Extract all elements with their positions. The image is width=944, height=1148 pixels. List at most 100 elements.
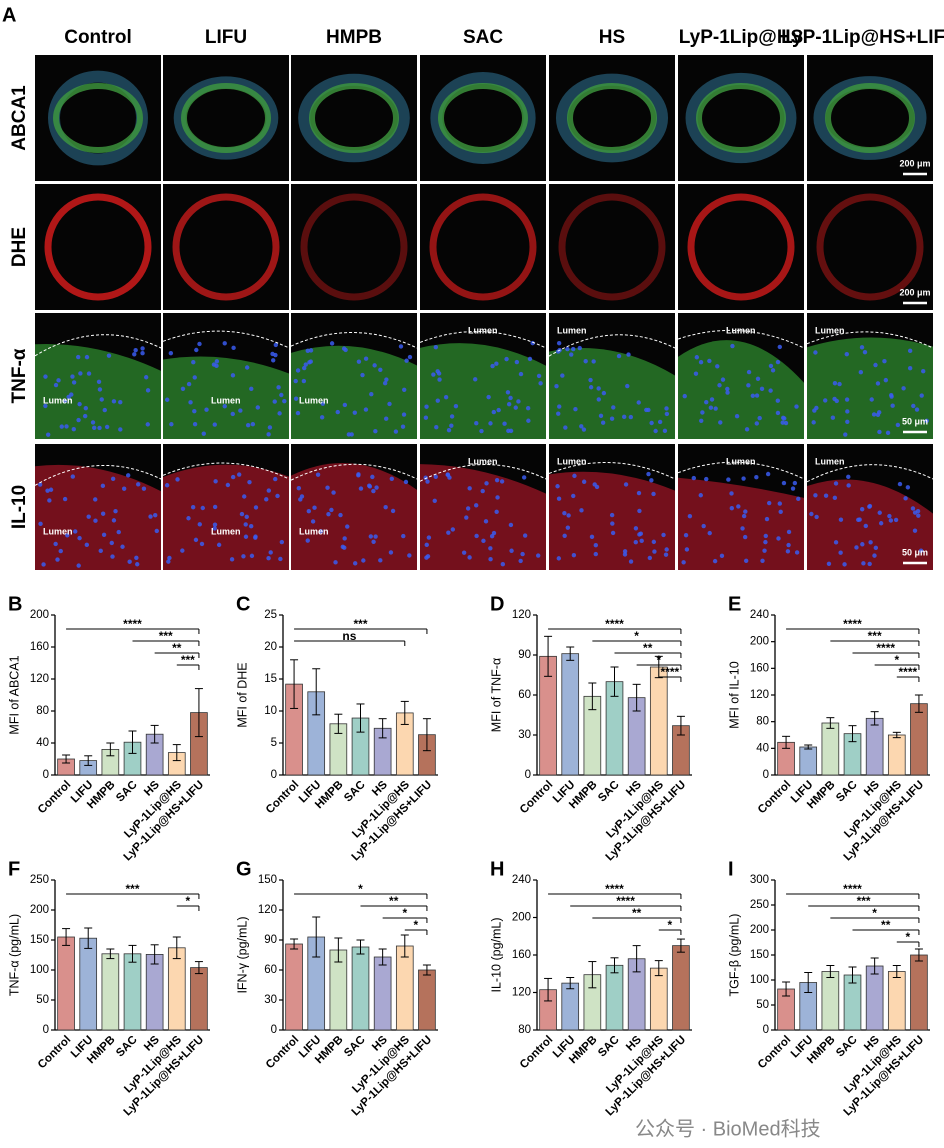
nucleus xyxy=(636,490,642,496)
tissue xyxy=(172,193,280,301)
nucleus xyxy=(71,427,76,432)
error-bar xyxy=(676,715,685,736)
lumen-label: Lumen xyxy=(557,456,587,466)
bar xyxy=(373,956,392,1031)
nucleus xyxy=(593,551,598,557)
nucleus xyxy=(100,511,106,516)
nucleus xyxy=(43,374,48,379)
lumen-label: Lumen xyxy=(815,325,845,335)
nucleus xyxy=(446,530,451,535)
error-bar xyxy=(610,666,619,697)
micrograph xyxy=(35,184,161,310)
significance-bracket: * xyxy=(830,906,920,923)
nucleus xyxy=(402,387,407,393)
panel-label: A xyxy=(2,4,16,26)
significance-bracket: **** xyxy=(896,665,920,682)
nucleus xyxy=(746,383,751,388)
nucleus xyxy=(754,421,760,426)
y-tick-label: 0 xyxy=(43,769,49,781)
nucleus xyxy=(166,559,171,564)
nucleus xyxy=(570,346,576,352)
nucleus xyxy=(814,514,819,520)
nucleus xyxy=(110,476,116,482)
nucleus xyxy=(760,558,765,563)
nucleus xyxy=(295,368,301,373)
nucleus xyxy=(211,362,217,367)
nucleus xyxy=(768,363,774,369)
nucleus xyxy=(390,508,396,514)
nucleus xyxy=(912,528,918,533)
nucleus xyxy=(687,513,693,519)
nucleus xyxy=(860,542,865,547)
error-bar xyxy=(312,916,321,958)
nucleus xyxy=(581,479,587,484)
nucleus xyxy=(154,528,159,534)
nucleus xyxy=(491,409,497,415)
scale-bar-label: 200 μm xyxy=(899,158,930,168)
nucleus xyxy=(858,369,864,375)
nucleus xyxy=(698,360,704,365)
error-bar xyxy=(632,945,641,973)
error-bar xyxy=(106,948,115,960)
tissue xyxy=(35,343,161,439)
nucleus xyxy=(77,535,82,541)
micrograph: Lumen 50 μm xyxy=(806,444,934,570)
bar xyxy=(865,965,884,1031)
error-bar xyxy=(892,965,901,978)
lumen-label: Lumen xyxy=(815,456,845,466)
tissue xyxy=(420,343,546,439)
y-tick-label: 10 xyxy=(264,705,277,717)
micrograph: 200 μm xyxy=(807,184,933,310)
nucleus xyxy=(197,522,202,527)
nucleus xyxy=(681,560,686,565)
nucleus xyxy=(404,358,409,363)
nucleus xyxy=(579,424,584,429)
nucleus xyxy=(704,399,709,405)
nucleus xyxy=(888,518,894,523)
nucleus xyxy=(786,542,791,548)
column-header: LIFU xyxy=(205,27,247,48)
nucleus xyxy=(238,408,243,413)
error-bar xyxy=(544,977,553,1002)
nucleus xyxy=(518,371,524,377)
tissue xyxy=(678,477,804,570)
error-bar xyxy=(84,755,93,766)
nucleus xyxy=(84,542,90,548)
panel-label: G xyxy=(236,858,252,880)
nucleus xyxy=(47,498,52,503)
nucleus xyxy=(842,562,847,567)
nucleus xyxy=(116,529,121,535)
error-bar xyxy=(194,961,203,975)
image-bg xyxy=(549,184,675,310)
nucleus xyxy=(99,397,104,402)
nucleus xyxy=(302,365,307,371)
nucleus xyxy=(78,371,83,376)
micrograph xyxy=(420,55,546,181)
nucleus xyxy=(776,536,781,541)
lumen-label: Lumen xyxy=(43,526,73,536)
error-bar xyxy=(588,961,597,989)
bar xyxy=(605,964,624,1031)
y-tick-label: 0 xyxy=(763,1024,769,1036)
nucleus xyxy=(349,432,354,437)
nucleus xyxy=(682,393,687,399)
significance-label: ** xyxy=(881,918,891,932)
nucleus xyxy=(193,537,199,543)
nucleus xyxy=(433,344,439,350)
x-tick-label: SAC xyxy=(342,1034,368,1060)
nucleus xyxy=(230,474,236,480)
bar xyxy=(351,946,370,1031)
tissue xyxy=(430,71,536,165)
nucleus xyxy=(312,505,317,510)
significance-label: *** xyxy=(159,629,173,643)
nucleus xyxy=(536,553,541,558)
nucleus xyxy=(473,503,479,508)
nucleus xyxy=(192,421,198,427)
micrograph xyxy=(163,55,289,181)
nucleus xyxy=(622,549,628,554)
nucleus xyxy=(755,376,761,382)
nucleus xyxy=(600,420,606,425)
nucleus xyxy=(506,428,511,434)
error-bar xyxy=(870,957,879,975)
nucleus xyxy=(589,534,595,540)
